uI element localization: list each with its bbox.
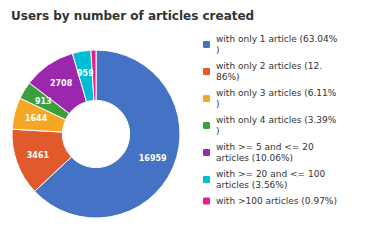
svg-text:Users by number of articles cr: Users by number of articles created xyxy=(11,9,254,23)
svg-text:articles (10.06%): articles (10.06%) xyxy=(216,153,293,163)
svg-text:with only 2 articles (12.: with only 2 articles (12. xyxy=(216,61,322,71)
svg-text:2708: 2708 xyxy=(50,79,73,88)
svg-text:959: 959 xyxy=(77,69,94,78)
svg-text:86%): 86%) xyxy=(216,72,240,82)
svg-text:): ) xyxy=(216,45,220,55)
svg-text:16959: 16959 xyxy=(139,154,167,163)
svg-text:with >= 5 and <= 20: with >= 5 and <= 20 xyxy=(216,142,314,152)
svg-text:): ) xyxy=(216,126,220,136)
svg-text:1644: 1644 xyxy=(25,114,48,123)
svg-text:with only 3 articles (6.11%: with only 3 articles (6.11% xyxy=(216,88,337,98)
svg-text:with only 4 articles (3.39%: with only 4 articles (3.39% xyxy=(216,115,337,125)
svg-text:with >100 articles (0.97%): with >100 articles (0.97%) xyxy=(216,196,337,206)
svg-text:with >= 20 and <= 100: with >= 20 and <= 100 xyxy=(216,169,325,179)
svg-text:913: 913 xyxy=(35,97,52,106)
svg-text:articles (3.56%): articles (3.56%) xyxy=(216,180,287,190)
svg-text:3461: 3461 xyxy=(27,151,50,160)
svg-text:): ) xyxy=(216,99,220,109)
svg-text:with only 1 article (63.04%: with only 1 article (63.04% xyxy=(216,34,338,44)
